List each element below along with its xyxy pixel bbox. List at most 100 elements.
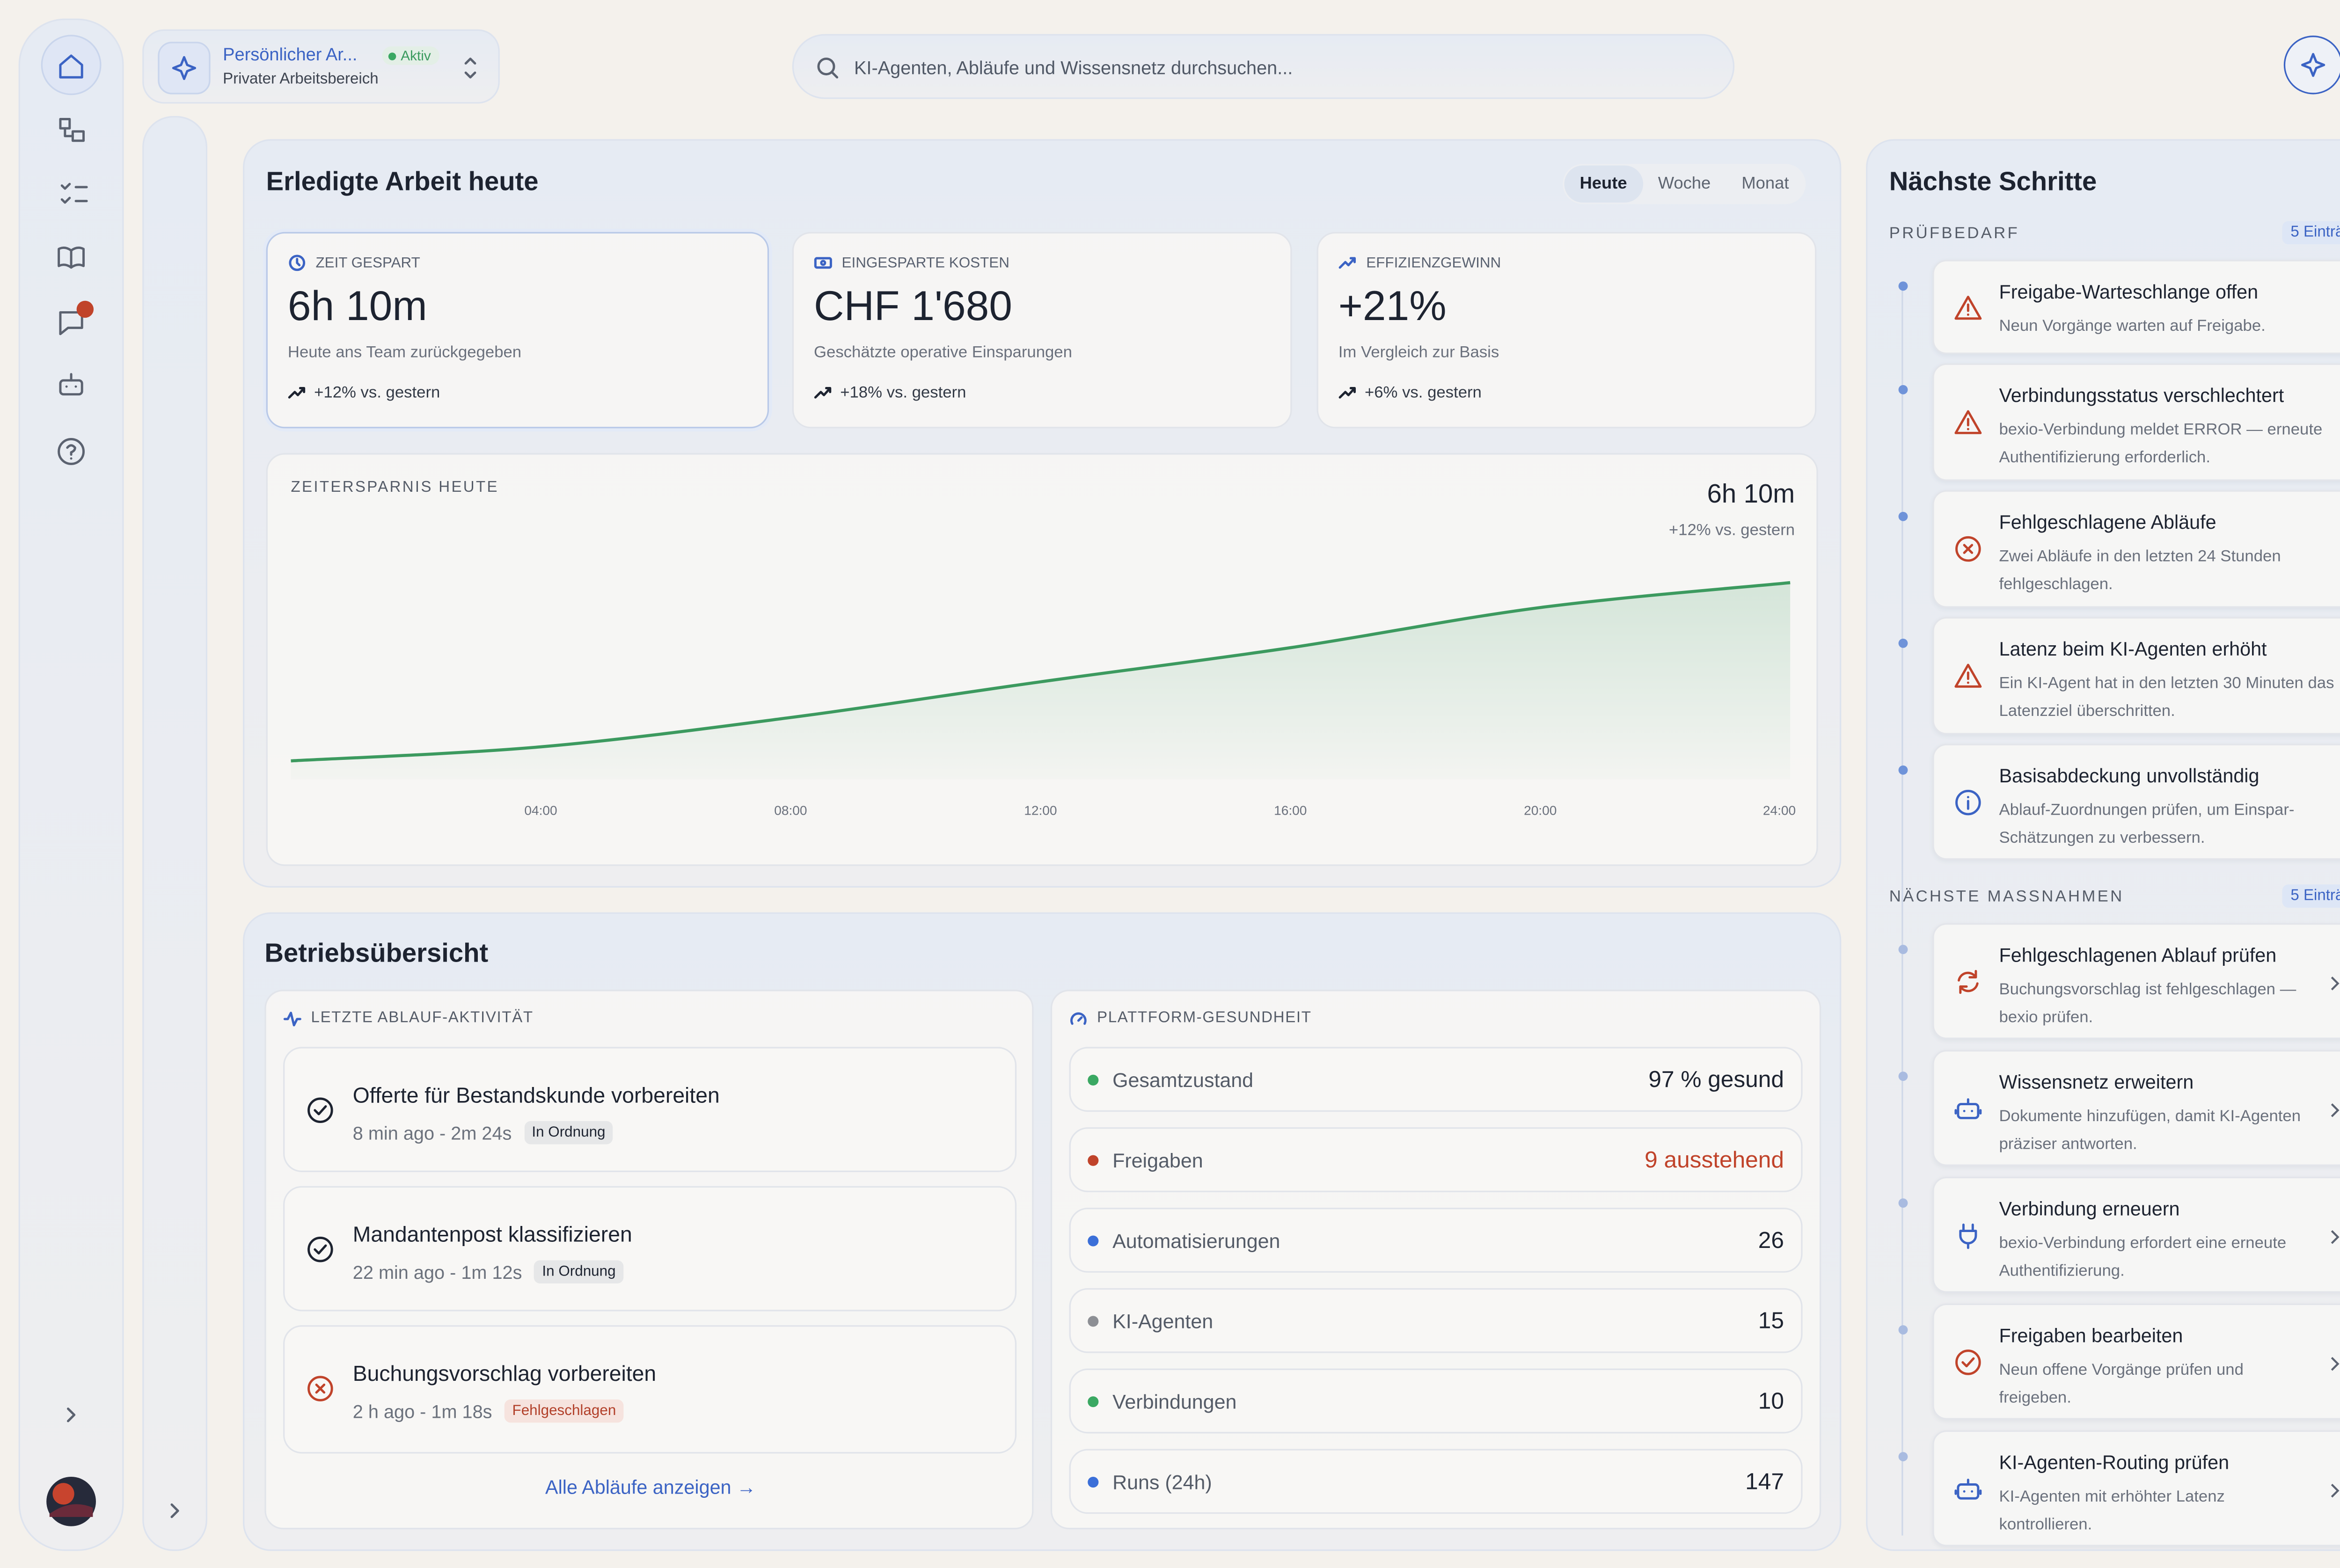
panel-title: Betriebsübersicht bbox=[264, 938, 489, 968]
timeline-dot bbox=[1898, 385, 1908, 394]
workspace-subtitle: Privater Arbeitsbereich bbox=[223, 71, 379, 88]
kpi-label: ZEIT GESPART bbox=[288, 254, 420, 272]
kpi-label: EINGESPARTE KOSTEN bbox=[814, 254, 1009, 272]
health-row: Gesamtzustand 97 % gesund bbox=[1069, 1047, 1803, 1112]
period-tab[interactable]: Monat bbox=[1741, 175, 1789, 194]
kpi-label: EFFIZIENZGEWINN bbox=[1338, 254, 1501, 272]
chevron bbox=[2331, 1102, 2340, 1116]
status-dot bbox=[1088, 1234, 1099, 1246]
assistant-button[interactable] bbox=[2283, 36, 2340, 95]
activity-title: Buchungsvorschlag vorbereiten bbox=[352, 1361, 657, 1386]
kpi-value: 6h 10m bbox=[287, 283, 427, 329]
kpi-delta-text: +18% vs. gestern bbox=[840, 383, 966, 402]
step-card[interactable]: Verbindungsstatus verschlechtert bexio-Ve… bbox=[1932, 363, 2340, 481]
icon bbox=[1955, 789, 1981, 815]
period-tab[interactable]: Heute bbox=[1564, 165, 1643, 203]
activity-item[interactable]: Mandantenpost klassifizieren 22 min ago -… bbox=[283, 1186, 1017, 1312]
timeline-dot bbox=[1898, 281, 1908, 291]
step-text: Buchungsvorschlag ist fehlgeschlagen — b… bbox=[1999, 980, 2296, 1027]
x-tick-label: 12:00 bbox=[1024, 803, 1057, 818]
timeline-dot bbox=[1898, 1072, 1908, 1081]
x-tick-label: 04:00 bbox=[524, 803, 557, 818]
chevron bbox=[2331, 1483, 2340, 1497]
step-card[interactable]: Freigabe-Warteschlange offen Neun Vorgäng… bbox=[1932, 260, 2340, 354]
kpi-label-text: EFFIZIENZGEWINN bbox=[1366, 254, 1501, 271]
timeline-dot bbox=[1898, 1452, 1908, 1461]
line bbox=[291, 581, 1791, 763]
health-row: Freigaben 9 ausstehend bbox=[1069, 1127, 1803, 1192]
workspace-switcher[interactable]: Persönlicher Ar... Aktiv Privater Arbeit… bbox=[142, 29, 500, 104]
step-text: Zwei Abläufe in den letzten 24 Stunden f… bbox=[1999, 547, 2281, 594]
sidebar-icons bbox=[41, 35, 102, 1526]
step-card[interactable]: Basisabdeckung unvollständig Ablauf-Zuord… bbox=[1932, 744, 2340, 860]
step-title: Freigaben bearbeiten bbox=[1999, 1325, 2183, 1347]
health-row: Verbindungen 10 bbox=[1069, 1368, 1803, 1434]
step-text: bexio-Verbindung erfordert eine erneute … bbox=[1999, 1234, 2287, 1281]
health-label: Gesamtzustand bbox=[1112, 1067, 1254, 1091]
activity-time: 8 min ago - 2m 24s bbox=[352, 1122, 512, 1144]
kpi-delta: +18% vs. gestern bbox=[814, 384, 966, 402]
icon bbox=[1338, 257, 1356, 269]
step-card[interactable]: Freigaben bearbeiten Neun offene Vorgänge… bbox=[1932, 1303, 2340, 1420]
period-tab[interactable]: Woche bbox=[1658, 175, 1711, 194]
health-label: Automatisierungen bbox=[1112, 1228, 1280, 1252]
kpi-note: Geschätzte operative Einsparungen bbox=[814, 343, 1072, 362]
step-text: Dokumente hinzufügen, damit KI-Agenten p… bbox=[1999, 1107, 2301, 1154]
health-row: Automatisierungen 26 bbox=[1069, 1207, 1803, 1273]
health-value: 26 bbox=[1758, 1227, 1784, 1254]
workspace-name: Persönlicher Ar... bbox=[223, 46, 358, 65]
health-value: 147 bbox=[1745, 1468, 1784, 1495]
step-card[interactable]: Fehlgeschlagenen Ablauf prüfen Buchungsvo… bbox=[1932, 923, 2340, 1039]
icon bbox=[307, 1097, 333, 1123]
kpi-value: CHF 1'680 bbox=[814, 283, 1012, 329]
health-label: KI-Agenten bbox=[1112, 1309, 1214, 1332]
section-title: PRÜFBEDARF bbox=[1889, 224, 2020, 243]
kpi-card: EINGESPARTE KOSTEN CHF 1'680 Geschätzte op… bbox=[792, 232, 1292, 429]
activity-item[interactable]: Buchungsvorschlag vorbereiten 2 h ago - 1… bbox=[283, 1325, 1017, 1454]
icon bbox=[1958, 969, 1979, 993]
count-badge: 5 Einträge bbox=[2282, 221, 2340, 245]
step-card[interactable]: Latenz beim KI-Agenten erhöht Ein KI-Agen… bbox=[1932, 617, 2340, 735]
step-title: Fehlgeschlagenen Ablauf prüfen bbox=[1999, 945, 2277, 967]
chart-card: ZEITERSPARNIS HEUTE 6h 10m +12% vs. gest… bbox=[266, 453, 1818, 866]
secondary-rail bbox=[142, 116, 208, 1551]
health-label: Verbindungen bbox=[1112, 1389, 1237, 1413]
step-card[interactable]: Wissensnetz erweitern Dokumente hinzufüge… bbox=[1932, 1050, 2340, 1166]
icon bbox=[288, 387, 306, 399]
status-dot bbox=[1088, 1315, 1099, 1326]
link-text[interactable]: Alle Abläufe anzeigen bbox=[545, 1476, 731, 1499]
icon bbox=[1954, 1097, 1982, 1119]
timeline-dot bbox=[1898, 945, 1908, 954]
activity-card: LETZTE ABLAUF-AKTIVITÄT Alle Abläufe anz… bbox=[264, 990, 1034, 1530]
search-placeholder: KI-Agenten, Abläufe und Wissensnetz durc… bbox=[854, 57, 1293, 79]
step-card[interactable]: Verbindung erneuern bexio-Verbindung erfo… bbox=[1932, 1176, 2340, 1293]
workspace-status: Aktiv bbox=[382, 46, 439, 65]
kpi-delta-text: +12% vs. gestern bbox=[314, 383, 440, 402]
all-flows-link[interactable]: Alle Abläufe anzeigen → bbox=[545, 1476, 756, 1499]
step-card[interactable]: Fehlgeschlagene Abläufe Zwei Abläufe in d… bbox=[1932, 490, 2340, 608]
search-bar[interactable]: KI-Agenten, Abläufe und Wissensnetz durc… bbox=[792, 34, 1735, 99]
x-tick-label: 16:00 bbox=[1274, 803, 1307, 818]
timeline-dot bbox=[1898, 1198, 1908, 1208]
x-tick-label: 24:00 bbox=[1763, 803, 1796, 818]
work-today-panel: Erledigte Arbeit heute Heute Woche Monat Z… bbox=[243, 139, 1842, 888]
activity-time: 22 min ago - 1m 12s bbox=[352, 1261, 522, 1283]
step-text: KI-Agenten mit erhöhter Latenz kontrolli… bbox=[1999, 1488, 2225, 1534]
health-label: Runs (24h) bbox=[1112, 1470, 1212, 1493]
kpi-label-text: ZEIT GESPART bbox=[315, 254, 420, 271]
health-title: PLATTFORM-GESUNDHEIT bbox=[1097, 1009, 1312, 1027]
step-card[interactable]: KI-Agenten-Routing prüfen KI-Agenten mit … bbox=[1932, 1430, 2340, 1546]
count-badge: 5 Einträge bbox=[2282, 884, 2340, 908]
workspace-icon bbox=[158, 42, 211, 95]
x-tick-label: 08:00 bbox=[774, 803, 807, 818]
health-value: 15 bbox=[1758, 1307, 1784, 1334]
icon bbox=[1954, 295, 1982, 319]
health-value: 97 % gesund bbox=[1648, 1066, 1784, 1093]
status-pill: Fehlgeschlagen bbox=[504, 1399, 624, 1423]
step-title: Fehlgeschlagene Abläufe bbox=[1999, 511, 2216, 534]
kpi-card: ZEIT GESPART 6h 10m Heute ans Team zurückg… bbox=[266, 232, 769, 429]
activity-item[interactable]: Offerte für Bestandskunde vorbereiten 8 m… bbox=[283, 1047, 1017, 1172]
activity-meta: 22 min ago - 1m 12s In Ordnung bbox=[352, 1260, 624, 1284]
kpi-note: Im Vergleich zur Basis bbox=[1338, 343, 1499, 362]
activity-title: LETZTE ABLAUF-AKTIVITÄT bbox=[311, 1009, 534, 1027]
